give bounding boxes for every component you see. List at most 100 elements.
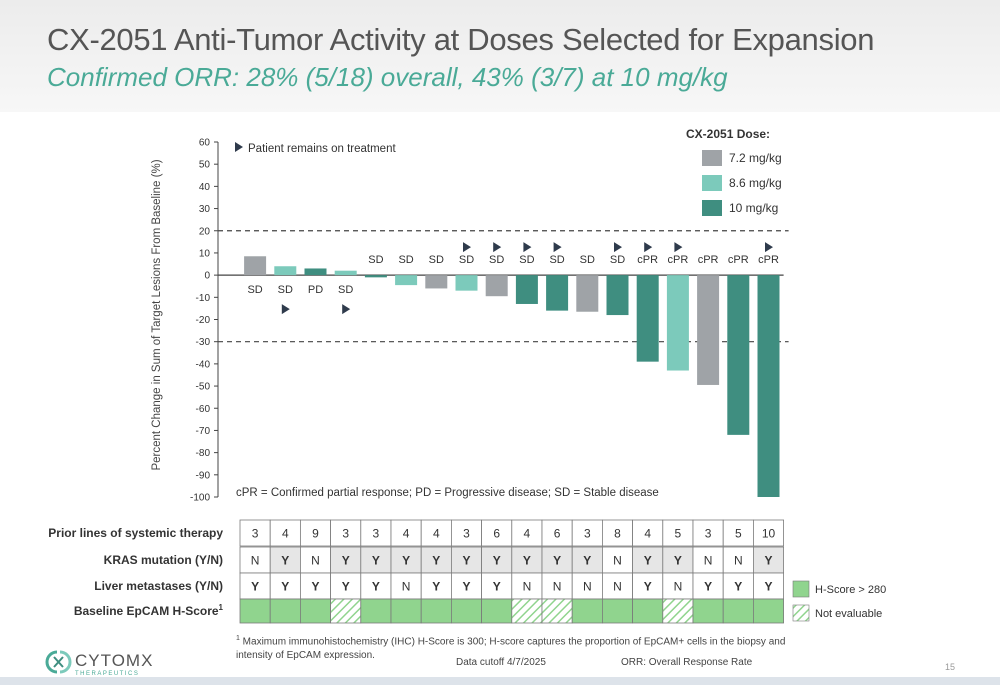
table-cell-value: Y [462,554,470,568]
table-cell-value: 4 [433,527,440,541]
logo-mark-right [59,650,72,674]
table-cell-value: 4 [282,527,289,541]
page-title: CX-2051 Anti-Tumor Activity at Doses Sel… [47,22,875,57]
table-cell-value: Y [674,554,682,568]
table-cell-value: Y [372,580,380,594]
table-cell [299,546,331,574]
row-label-superscript: 1 [219,603,224,612]
table-cell [420,546,452,574]
on-treatment-note: Patient remains on treatment [248,143,396,155]
legend-label: 10 mg/kg [729,201,778,215]
y-tick-label: -30 [196,337,211,348]
table-cell-value: Y [432,554,440,568]
epcam-cell [269,598,301,624]
bar-patient-16 [697,275,720,385]
footnote: 1 Maximum immunohistochemistry (IHC) H-S… [236,632,796,663]
bar-patient-5 [364,275,387,278]
bar-patient-12 [576,275,599,312]
table-cell [753,572,785,600]
legend-title: CX-2051 Dose: [686,127,770,141]
page-subtitle: Confirmed ORR: 28% (5/18) overall, 43% (… [47,62,728,92]
epcam-cell [481,598,513,624]
table-cell-value: Y [462,580,470,594]
table-cell [722,546,754,574]
epcam-cell [571,598,603,624]
table-cell-value: Y [251,580,259,594]
y-tick-label: -70 [196,426,211,437]
table-cell-value: Y [583,554,591,568]
company-logo: CYTOMX THERAPEUTICS [45,648,185,678]
header-band: CX-2051 Anti-Tumor Activity at Doses Sel… [0,0,1000,112]
table-cell-value: Y [704,580,712,594]
table-cell-value: Y [402,554,410,568]
table-cell [330,519,362,547]
epcam-cell [541,598,573,624]
epcam-cell [602,598,634,624]
table-cell [269,546,301,574]
table-cell [360,519,392,547]
footnote-text: Maximum immunohistochemistry (IHC) H-Sco… [236,636,786,662]
response-label: PD [308,284,323,296]
on-treatment-marker [523,242,532,253]
table-cell [632,546,664,574]
table-cell-value: N [553,580,562,594]
table-row-label: Liver metastases (Y/N) [94,579,223,593]
logo-mark-left [45,650,58,674]
logo-subtext: THERAPEUTICS [75,671,139,677]
legend-swatch [702,175,722,191]
table-cell-value: 9 [312,527,319,541]
response-label: cPR [698,254,719,266]
on-treatment-marker [644,242,653,253]
epcam-cell [420,598,452,624]
epcam-cell [692,598,724,624]
table-cell-value: 4 [524,527,531,541]
response-label: SD [519,254,534,266]
table-cell-value: Y [553,554,561,568]
response-label: SD [398,254,413,266]
y-tick-label: 50 [199,160,211,171]
table-cell-value: N [583,580,592,594]
table-cell [571,546,603,574]
abbreviations-note: cPR = Confirmed partial response; PD = P… [236,487,659,499]
y-tick-label: -90 [196,470,211,481]
table-cell [481,519,513,547]
table-cell-value: N [734,554,743,568]
table-cell [541,519,573,547]
table-cell-value: Y [311,580,319,594]
y-tick-label: -100 [190,493,210,504]
bar-patient-1 [244,256,267,276]
table-cell [722,519,754,547]
table-row-label: Prior lines of systemic therapy [48,526,223,540]
legend-label: 8.6 mg/kg [729,176,782,190]
table-cell-value: 3 [463,527,470,541]
table-cell [602,572,634,600]
bar-patient-18 [757,275,780,497]
table-cell [632,519,664,547]
table-cell [269,572,301,600]
response-label: cPR [668,254,689,266]
response-label: cPR [637,254,658,266]
bar-patient-6 [395,275,418,286]
table-cell-value: 10 [762,527,776,541]
table-cell [662,519,694,547]
hscore-high-swatch [792,580,810,598]
table-cell [450,572,482,600]
table-cell-value: Y [342,580,350,594]
table-cell-value: Y [764,554,772,568]
epcam-cell [239,598,271,624]
table-cell-value: 3 [705,527,712,541]
bar-patient-7 [425,275,448,289]
table-cell [511,519,543,547]
y-tick-label: 30 [199,204,211,215]
epcam-cell [390,598,422,624]
epcam-cell [722,598,754,624]
table-cell-value: 6 [554,527,561,541]
table-cell-value: N [523,580,532,594]
logo-name: CYTOMX [75,651,153,670]
table-cell [239,519,271,547]
table-cell-value: N [311,554,320,568]
table-cell [722,572,754,600]
bar-patient-9 [485,275,508,297]
bar-patient-14 [636,275,659,362]
